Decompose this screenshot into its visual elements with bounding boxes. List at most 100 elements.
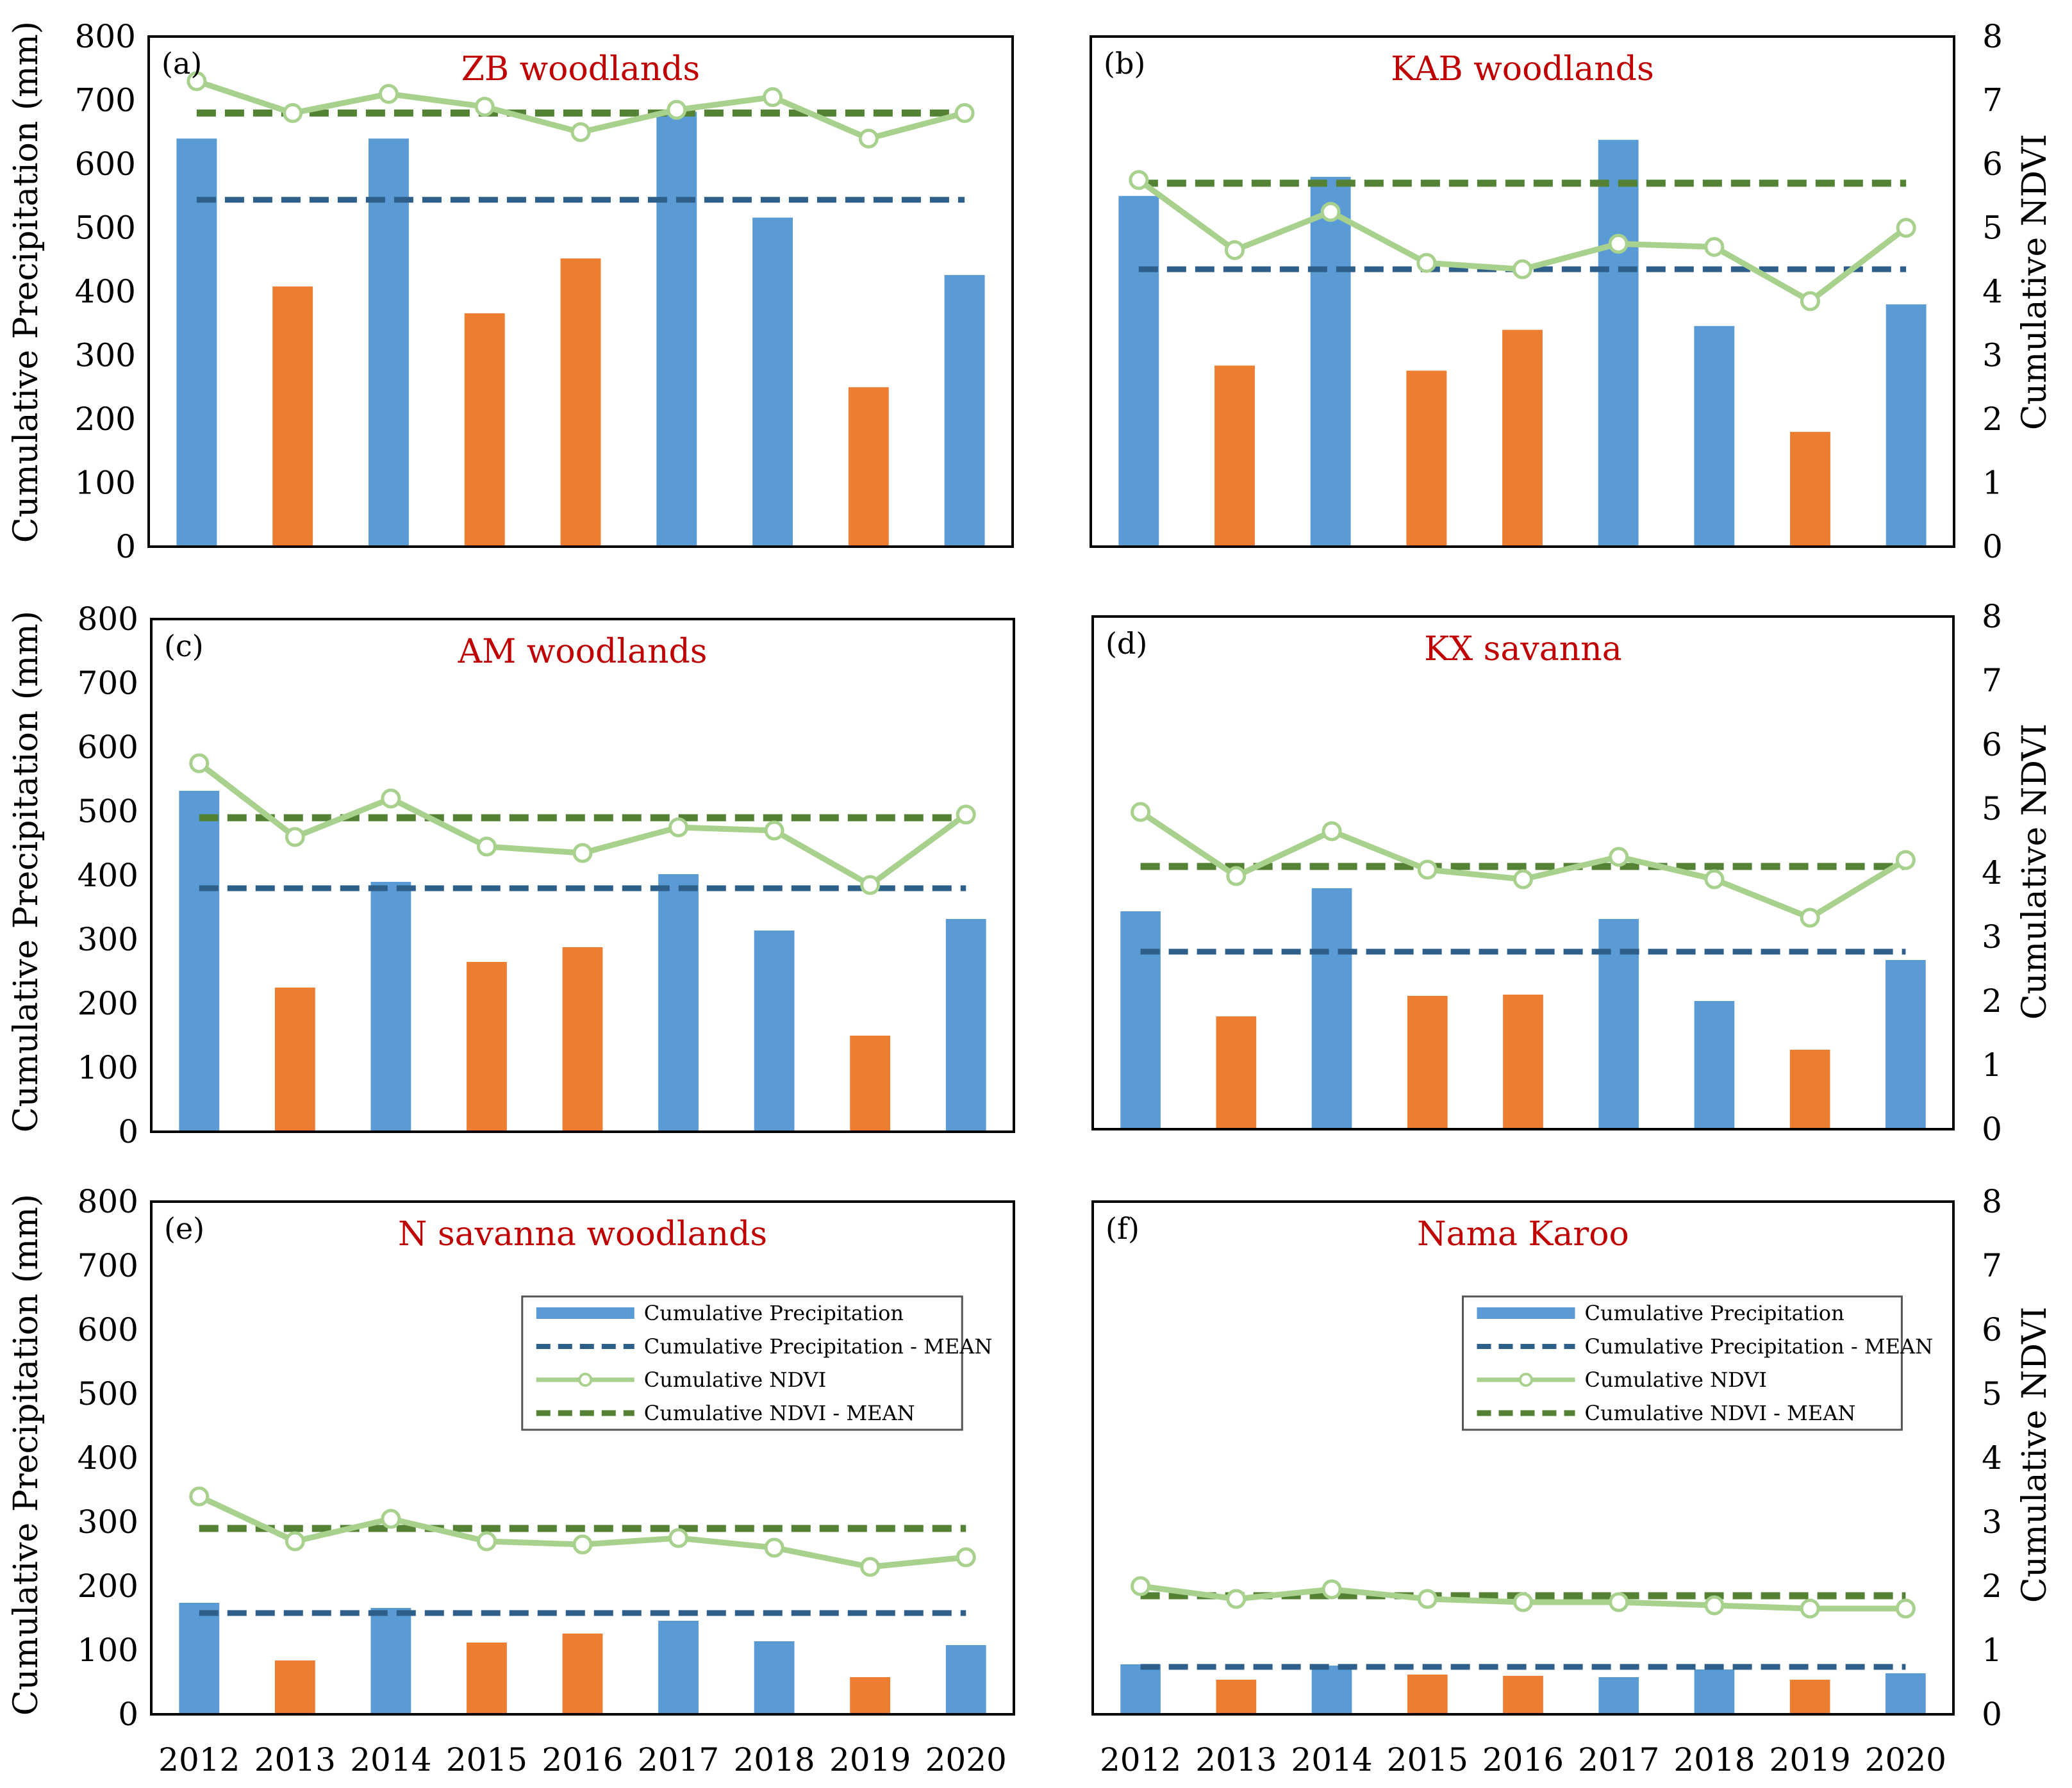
precip-bar-2018 [1694, 326, 1735, 547]
ndvi-point-2020 [1895, 1598, 1916, 1619]
y-tick-left-400: 400 [78, 1439, 138, 1477]
y-tick-right-4: 4 [1982, 1439, 2002, 1477]
ndvi-point-2013 [1226, 866, 1247, 886]
panel-label: (a) [162, 46, 202, 81]
y-tick-right-2: 2 [1982, 401, 2003, 438]
ndvi-point-2013 [285, 1531, 305, 1552]
ndvi-point-2015 [1417, 1589, 1438, 1609]
y-tick-right-2: 2 [1982, 1568, 2002, 1605]
plot-frame [150, 618, 1015, 1133]
precip-bar-2017 [656, 112, 697, 547]
precip-bar-2016 [562, 1634, 603, 1714]
ndvi-point-2013 [1225, 240, 1245, 260]
ndvi-point-2014 [1322, 1579, 1342, 1600]
x-tick-2013: 2013 [1195, 1741, 1277, 1778]
plot-frame [1090, 35, 1955, 548]
ndvi-point-2012 [1131, 802, 1151, 822]
panel-title: KAB woodlands [1391, 50, 1654, 88]
panel-label: (f) [1106, 1211, 1140, 1246]
y-tick-right-3: 3 [1982, 337, 2003, 374]
precip-bar-2014 [368, 138, 409, 547]
y-tick-left-800: 800 [78, 1183, 138, 1220]
legend-label-ndvi-mean: Cumulative NDVI - MEAN [644, 1401, 915, 1425]
ndvi-point-2016 [1513, 259, 1532, 279]
precip-bar-2013 [1216, 1016, 1257, 1129]
precip-bar-2020 [945, 919, 986, 1132]
y-tick-left-0: 0 [118, 1696, 138, 1733]
ndvi-point-2015 [476, 836, 497, 857]
y-tick-left-300: 300 [78, 921, 138, 958]
panels: 0 100 200 300 400 5 0 0 600 700 800 (a) ZB woodlands… [75, 18, 2003, 1778]
panel-title: ZB woodlands [461, 50, 700, 88]
precip-bar-2016 [1502, 329, 1543, 547]
precip-bar-2012 [1120, 1664, 1161, 1714]
precip-bar-2019 [850, 1677, 891, 1714]
ndvi-point-2019 [1800, 291, 1820, 311]
plot-frame [1091, 1200, 1955, 1716]
panel-f: 0 1 2 3 4 5 6 7 8 2012 2013 2014 2015 2016 2017 2018 201… [1091, 1183, 2002, 1778]
x-tick-2014: 2014 [350, 1741, 431, 1778]
legend-label-precip: Cumulative Precipitation [1584, 1301, 1844, 1325]
ndvi-point-2020 [956, 1547, 976, 1568]
precip-bar-2014 [1311, 1666, 1352, 1714]
precip-bar-2012 [179, 1603, 220, 1714]
precip-bar-2019 [848, 387, 889, 547]
y-tick-right-5: 5 [1982, 1375, 2002, 1412]
plot-frame [147, 35, 1014, 548]
precip-bar-2020 [1886, 304, 1927, 547]
precip-bar-2013 [1216, 1680, 1257, 1714]
x-tick-2020: 2020 [1865, 1741, 1946, 1778]
y-tick-right-6: 6 [1982, 726, 2002, 763]
precip-bar-2017 [658, 874, 699, 1132]
y-tick-right-4: 4 [1982, 273, 2003, 310]
x-tick-2018: 2018 [1673, 1741, 1755, 1778]
y-tick-right-1: 1 [1982, 1632, 2002, 1669]
y-tick-left-0: 0 [118, 1113, 138, 1150]
x-tick-2017: 2017 [638, 1741, 719, 1778]
precip-bar-2015 [467, 962, 507, 1132]
precip-bar-2017 [1598, 1677, 1639, 1714]
right-axis-title-middle: Cumulative NDVI [2016, 724, 2054, 1020]
legend-label-ndvi: Cumulative NDVI [1584, 1368, 1766, 1392]
y-tick-right-0: 0 [1982, 1696, 2002, 1733]
precip-bar-2016 [562, 947, 603, 1132]
precip-bar-2018 [1694, 1001, 1735, 1129]
precip-bar-2014 [1310, 176, 1351, 547]
x-tick-2016: 2016 [1482, 1741, 1564, 1778]
ndvi-point-2020 [1896, 218, 1916, 238]
precip-bar-2017 [1598, 140, 1639, 547]
precip-bar-2016 [560, 258, 601, 547]
ndvi-point-2018 [764, 820, 784, 841]
y-tick-left-200: 200 [78, 985, 138, 1022]
ndvi-point-2015 [474, 96, 495, 117]
ndvi-point-2014 [1320, 202, 1341, 222]
precip-bar-2013 [274, 1660, 315, 1714]
precip-bar-2015 [464, 313, 505, 547]
x-tick-2019: 2019 [829, 1741, 911, 1778]
legend-swatch-precip [1477, 1307, 1575, 1319]
ndvi-point-2014 [1322, 821, 1342, 841]
y-tick-left-600: 600 [78, 1311, 138, 1348]
legend-label-ndvi: Cumulative NDVI [644, 1368, 826, 1392]
plot-frame [1091, 615, 1955, 1130]
legend-label-precip: Cumulative Precipitation [644, 1301, 904, 1325]
y-tick-left-700: 700 [75, 82, 136, 119]
ndvi-point-2017 [1609, 847, 1629, 867]
y-tick-left-300: 300 [75, 337, 136, 374]
precip-bar-2014 [370, 1608, 411, 1714]
y-tick-left-100: 100 [75, 465, 136, 502]
ndvi-point-2018 [763, 87, 783, 108]
ndvi-point-2019 [860, 1557, 881, 1577]
y-tick-right-1: 1 [1982, 1047, 2002, 1084]
ndvi-point-2013 [1226, 1589, 1247, 1609]
y-tick-left-200: 200 [75, 401, 136, 438]
y-tick-left-600: 600 [78, 729, 138, 766]
ndvi-point-2012 [189, 753, 210, 774]
precip-bar-2016 [1503, 1676, 1543, 1714]
legend-label-precip-mean: Cumulative Precipitation - MEAN [644, 1334, 993, 1359]
precip-bar-2020 [945, 1645, 986, 1714]
ndvi-point-2016 [572, 1534, 593, 1555]
precip-bar-2015 [1406, 370, 1447, 547]
left-axis-title-middle: Cumulative Precipitation (mm) [7, 611, 46, 1132]
y-tick-right-8: 8 [1982, 18, 2003, 55]
